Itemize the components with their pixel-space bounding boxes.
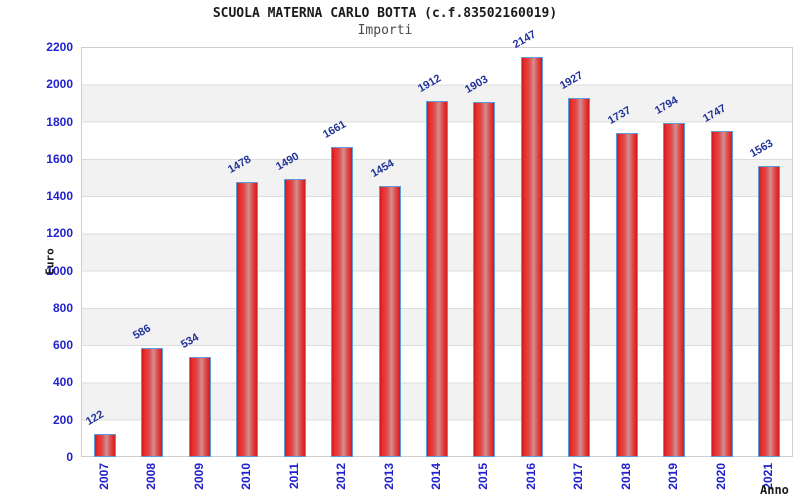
x-tick-label: 2014 <box>429 463 443 490</box>
bar-2009 <box>188 357 211 457</box>
x-tick-label: 2012 <box>334 463 349 490</box>
bar-2018 <box>615 133 638 457</box>
bar-2010 <box>236 181 259 457</box>
y-tick-label: 1200 <box>46 226 73 241</box>
x-tick-label: 2008 <box>144 463 159 490</box>
y-tick-label: 2200 <box>46 40 73 54</box>
y-tick-label: 2000 <box>46 77 73 92</box>
chart-title: SCUOLA MATERNA CARLO BOTTA (c.f.83502160… <box>212 6 558 21</box>
x-axis-title: Anno <box>760 483 789 497</box>
bar-2008 <box>141 347 164 457</box>
y-tick-label: 800 <box>52 300 73 315</box>
x-tick-label: 2020 <box>713 463 728 490</box>
bar-2016 <box>520 56 543 457</box>
bar-2015 <box>473 102 496 457</box>
bar-2014 <box>426 100 448 457</box>
x-tick-label: 2013 <box>381 463 396 490</box>
bar-2012 <box>331 147 354 457</box>
x-tick-label: 2018 <box>618 463 633 490</box>
y-tick-label: 1400 <box>46 189 73 204</box>
bar-2011 <box>283 179 306 457</box>
x-tick-label: 2015 <box>476 463 491 490</box>
x-tick-label: 2019 <box>666 463 681 490</box>
y-tick-label: 200 <box>52 412 73 427</box>
bar-2013 <box>378 186 401 457</box>
x-tick-label: 2009 <box>191 463 206 490</box>
bar-2007 <box>93 434 116 457</box>
x-tick-label: 2017 <box>571 463 586 490</box>
chart-subtitle: Importi <box>357 23 413 38</box>
bar-2020 <box>710 131 733 457</box>
chart-header: SCUOLA MATERNA CARLO BOTTA (c.f.83502160… <box>0 6 770 38</box>
bar-2019 <box>663 122 686 457</box>
bar-2021 <box>758 165 781 457</box>
y-tick-label: 0 <box>66 450 73 464</box>
x-tick-label: 2011 <box>286 463 301 490</box>
x-tick-label: 2007 <box>96 463 111 490</box>
y-tick-label: 1800 <box>46 114 73 129</box>
y-tick-label: 1600 <box>46 151 73 166</box>
bar-2017 <box>568 97 591 457</box>
y-axis-title: Euro <box>43 248 57 275</box>
x-tick-label: 2010 <box>239 463 254 490</box>
y-tick-label: 600 <box>52 338 73 353</box>
y-tick-label: 400 <box>52 375 73 390</box>
x-tick-label: 2016 <box>523 463 538 490</box>
y-tick-label: 1000 <box>46 263 73 278</box>
